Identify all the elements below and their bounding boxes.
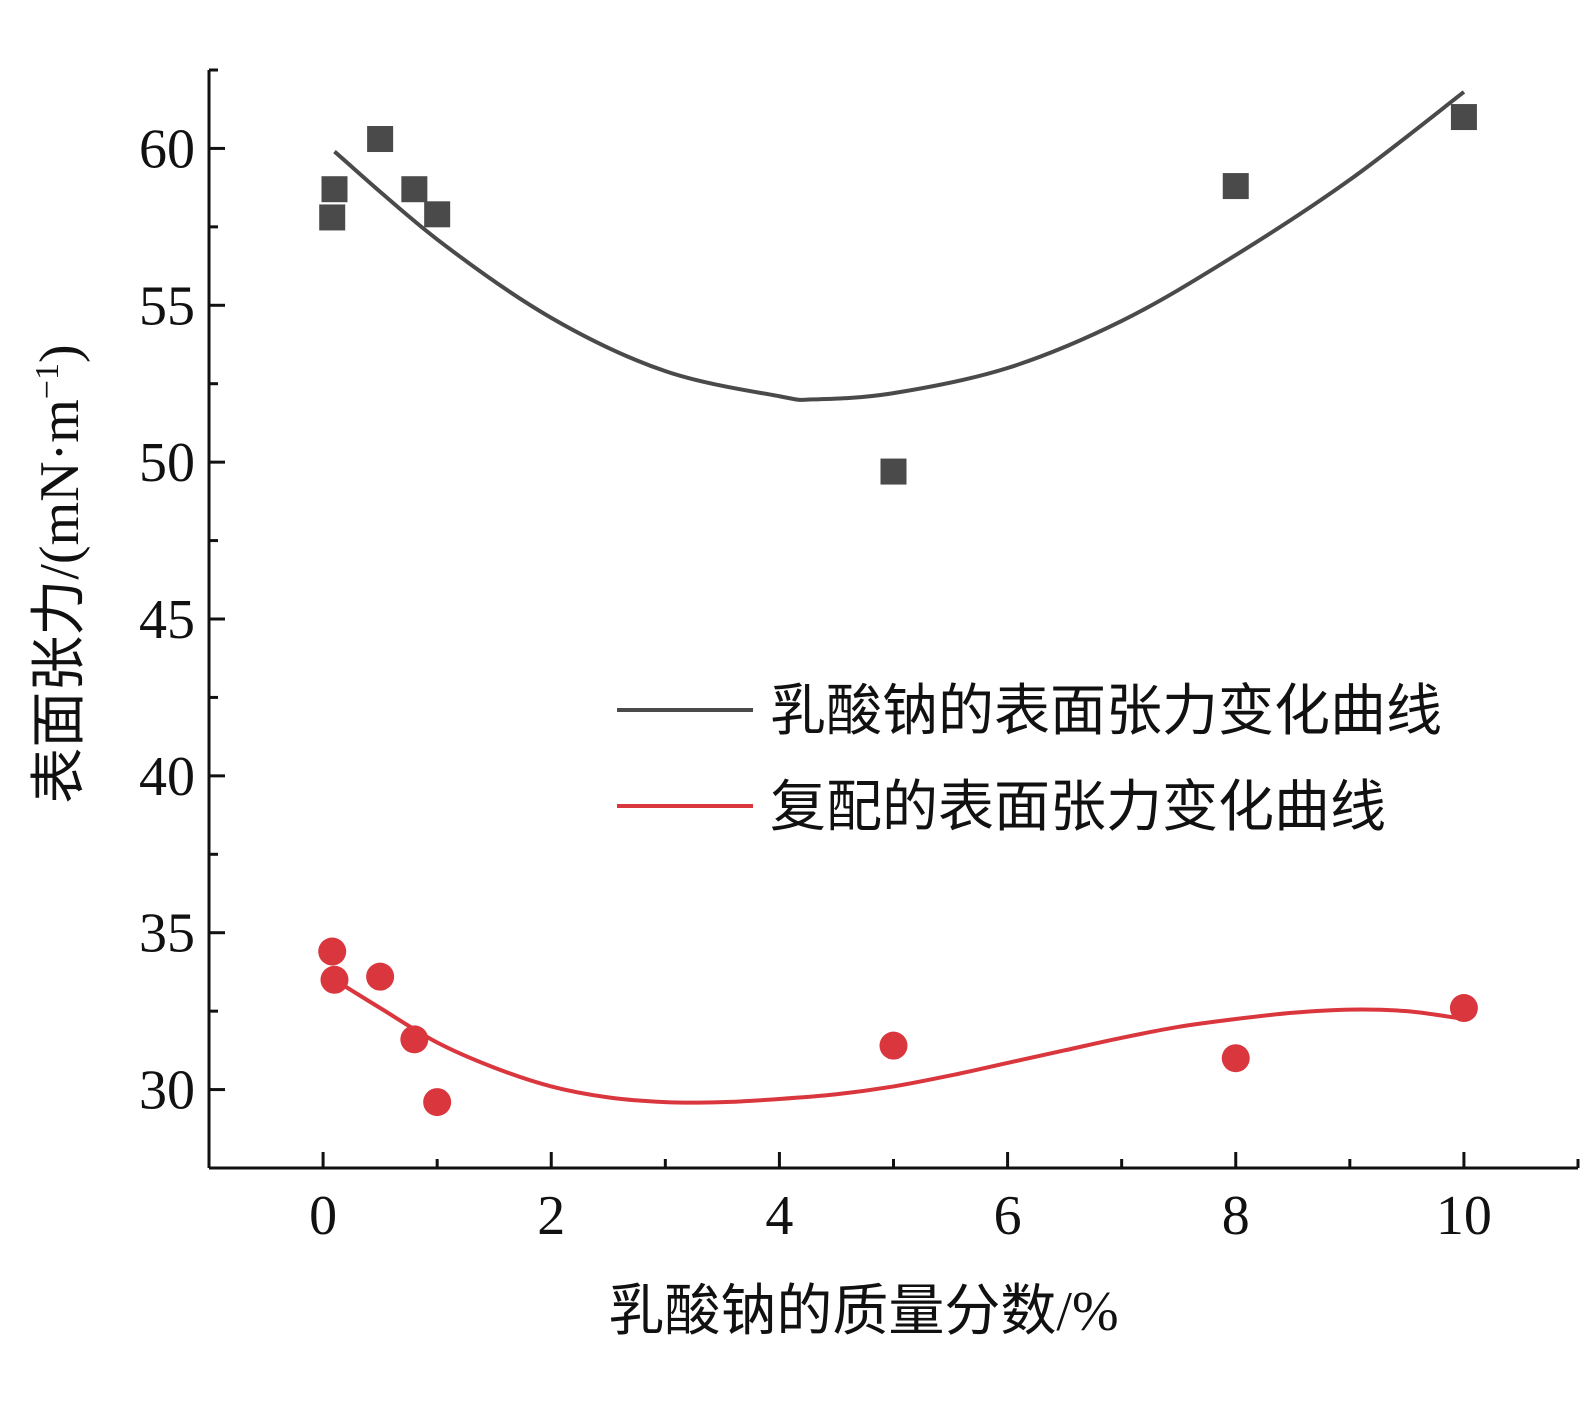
fit-curve-series-1 [333,90,1466,402]
x-tick-label: 6 [994,1185,1022,1247]
square-point [1450,104,1477,131]
y-axis-title-close: ) [29,344,91,363]
y-tick-label: 50 [139,432,195,494]
circle-point [400,1025,429,1054]
square-point [321,176,348,203]
square-point [880,458,907,485]
square-point [319,204,346,231]
data-points [318,104,1478,1117]
circle-point [423,1088,452,1117]
x-tick-label: 8 [1222,1185,1250,1247]
y-tick-label: 30 [139,1060,195,1122]
y-tick-label: 35 [139,903,195,965]
legend-label-series-1: 乳酸钠的表面张力变化曲线 [770,681,1442,743]
x-tick-label: 2 [537,1185,565,1247]
circle-point [1449,994,1478,1023]
y-axis-title-superscript: −1 [29,363,66,399]
x-tick-label: 4 [765,1185,793,1247]
circle-point [366,962,395,991]
y-tick-label: 45 [139,589,195,651]
square-point [1222,173,1249,200]
x-axis-title: 乳酸钠的质量分数/% [608,1281,1118,1343]
y-tick-label: 55 [139,275,195,337]
circle-point [318,937,347,966]
fit-curves [333,90,1466,1105]
axes: 0 2 4 6 8 10 30 35 40 45 50 55 60 乳酸钠的质量分数/% 表面张力/(mN·… [29,68,1580,1343]
circle-point [320,965,349,994]
y-axis-title-main: 表面张力/(mN·m [29,399,91,803]
y-tick-label: 60 [139,118,195,180]
y-tick-label: 40 [139,746,195,808]
x-tick-label: 10 [1436,1185,1492,1247]
y-axis-title: 表面张力/(mN·m−1) [29,344,91,803]
square-point [367,126,394,153]
fit-curve-series-2 [333,978,1465,1105]
legend-label-series-2: 复配的表面张力变化曲线 [770,777,1386,839]
x-tick-label: 0 [309,1185,337,1247]
square-point [401,176,428,203]
circle-point [1221,1044,1250,1073]
circle-point [879,1031,908,1060]
square-point [424,201,451,228]
